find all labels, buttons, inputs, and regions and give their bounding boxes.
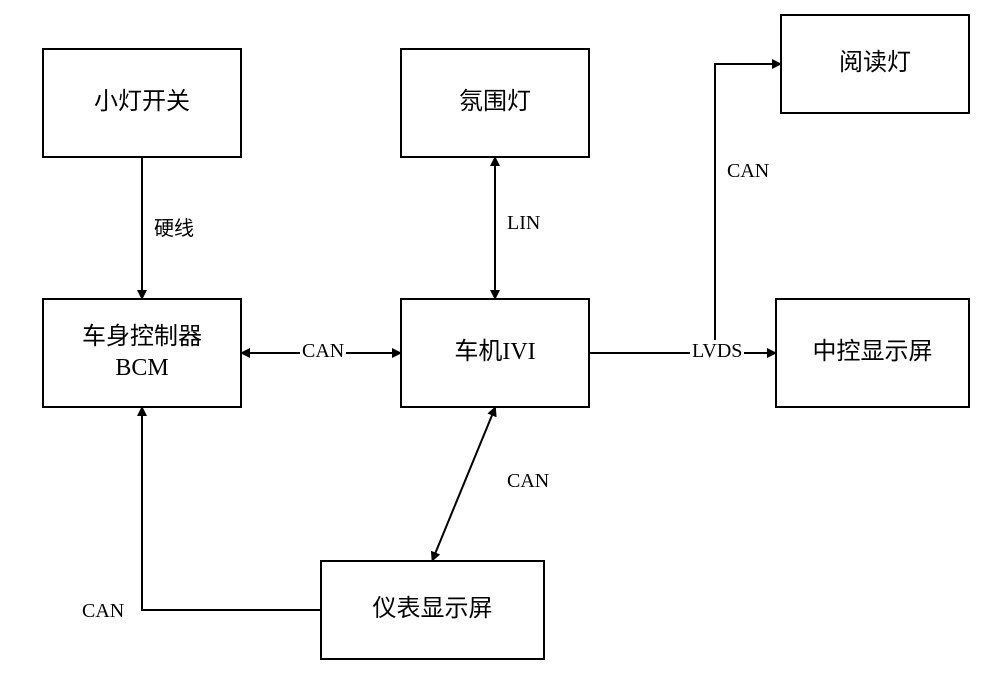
node-label: 氛围灯 (459, 87, 531, 118)
edge-label-bcm-ivi: CAN (300, 340, 346, 363)
edge-label-ivi-dashboard: CAN (505, 470, 551, 493)
node-small-light-switch: 小灯开关 (42, 48, 242, 158)
edge-label-ivi-reading: CAN (725, 160, 771, 183)
edge-label-ivi-display: LVDS (690, 340, 744, 363)
node-label: 中控显示屏 (813, 337, 933, 368)
edge-label-ivi-ambient: LIN (505, 212, 542, 235)
node-bcm: 车身控制器 BCM (42, 298, 242, 408)
node-label: 仪表显示屏 (373, 594, 493, 625)
node-label: 车机IVI (454, 337, 535, 368)
node-ambient-light: 氛围灯 (400, 48, 590, 158)
node-label: 车身控制器 BCM (82, 322, 202, 384)
edge-label-dashboard-bcm: CAN (80, 600, 126, 623)
node-label: 小灯开关 (94, 87, 190, 118)
edge-label-switch-bcm: 硬线 (152, 212, 196, 241)
node-reading-light: 阅读灯 (780, 14, 970, 114)
node-ivi: 车机IVI (400, 298, 590, 408)
node-dashboard: 仪表显示屏 (320, 560, 545, 660)
node-center-display: 中控显示屏 (775, 298, 970, 408)
node-label: 阅读灯 (839, 48, 911, 79)
diagram-canvas: 小灯开关 车身控制器 BCM 氛围灯 车机IVI 仪表显示屏 阅读灯 中控显示屏… (0, 0, 1000, 691)
